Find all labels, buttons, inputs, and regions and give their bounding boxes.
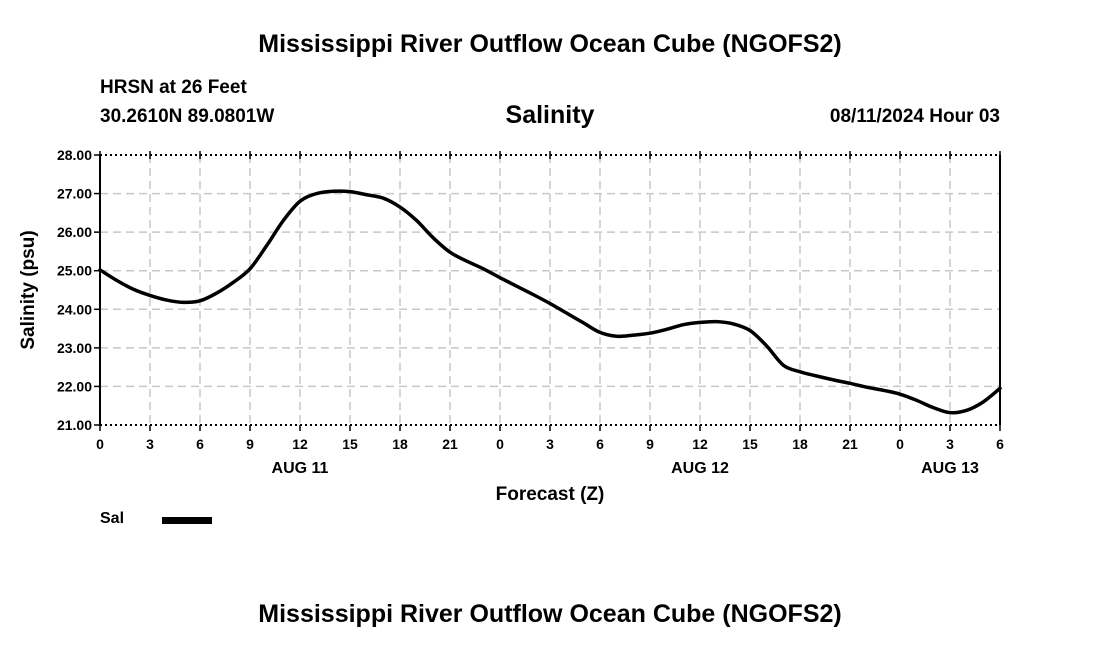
date-label: AUG 12 bbox=[671, 460, 729, 477]
x-tick-label: 0 bbox=[496, 436, 504, 452]
x-tick-label: 0 bbox=[896, 436, 904, 452]
x-tick-label: 21 bbox=[442, 436, 458, 452]
chart-series bbox=[98, 189, 1002, 415]
x-tick-label: 6 bbox=[596, 436, 604, 452]
y-tick-label: 28.00 bbox=[57, 147, 92, 163]
x-tick-label: 0 bbox=[96, 436, 104, 452]
x-axis-label: Forecast (Z) bbox=[496, 484, 605, 505]
station-coordinates: 30.2610N 89.0801W bbox=[100, 106, 275, 127]
y-axis-label: Salinity (psu) bbox=[18, 230, 39, 349]
x-tick-label: 3 bbox=[546, 436, 554, 452]
x-tick-label: 6 bbox=[996, 436, 1004, 452]
chart-title: Mississippi River Outflow Ocean Cube (NG… bbox=[258, 30, 842, 58]
x-tick-label: 9 bbox=[246, 436, 254, 452]
x-tick-label: 18 bbox=[392, 436, 408, 452]
x-tick-label: 18 bbox=[792, 436, 808, 452]
y-tick-label: 24.00 bbox=[57, 301, 92, 317]
y-tick-label: 26.00 bbox=[57, 224, 92, 240]
x-tick-label: 12 bbox=[292, 436, 308, 452]
legend-label: Sal bbox=[100, 510, 125, 527]
x-tick-label: 9 bbox=[646, 436, 654, 452]
chart-grid bbox=[100, 155, 1000, 425]
chart-ticks: 21.00 22.00 23.00 24.00 25.00 26.00 27.00 28.00… bbox=[57, 147, 1004, 477]
y-tick-label: 23.00 bbox=[57, 340, 92, 356]
run-time: 08/11/2024 Hour 03 bbox=[829, 106, 1000, 127]
series-line-sal bbox=[98, 189, 1002, 415]
footer-title: Mississippi River Outflow Ocean Cube (NG… bbox=[258, 600, 842, 628]
station-label: HRSN at 26 Feet bbox=[100, 77, 247, 98]
y-tick-label: 27.00 bbox=[57, 186, 92, 202]
date-label: AUG 13 bbox=[921, 460, 979, 477]
x-tick-label: 6 bbox=[196, 436, 204, 452]
y-tick-label: 21.00 bbox=[57, 417, 92, 433]
date-label: AUG 11 bbox=[272, 460, 329, 477]
parameter-title: Salinity bbox=[505, 101, 595, 129]
x-tick-label: 12 bbox=[692, 436, 708, 452]
x-tick-label: 21 bbox=[842, 436, 858, 452]
legend-swatch bbox=[162, 517, 212, 524]
x-tick-label: 3 bbox=[946, 436, 954, 452]
y-tick-label: 22.00 bbox=[57, 378, 92, 394]
x-tick-label: 15 bbox=[342, 436, 358, 452]
x-tick-label: 3 bbox=[146, 436, 154, 452]
y-tick-label: 25.00 bbox=[57, 263, 92, 279]
x-tick-label: 15 bbox=[742, 436, 758, 452]
